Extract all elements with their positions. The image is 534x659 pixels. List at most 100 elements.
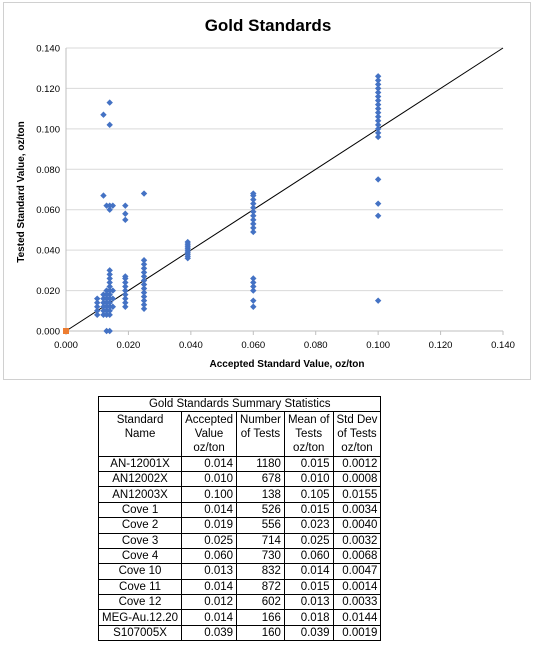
value-cell: 0.0033	[332, 594, 382, 611]
data-point	[122, 273, 129, 280]
x-tick-label: 0.140	[491, 340, 515, 351]
table-header-row: oz/ton oz/ton oz/ton	[97, 441, 382, 457]
value-cell: 1180	[236, 455, 285, 472]
column-header: Tests	[283, 426, 334, 442]
data-point	[140, 265, 148, 272]
value-cell: 0.015	[283, 455, 334, 472]
value-cell: 0.023	[283, 517, 334, 534]
data-point	[140, 281, 148, 288]
value-cell: 0.105	[283, 486, 334, 503]
data-point	[140, 269, 148, 276]
data-point	[250, 190, 257, 197]
x-tick-label: 0.020	[117, 340, 141, 351]
data-point	[106, 99, 113, 106]
table-header-row: Name Value of Tests Tests of Tests	[97, 426, 382, 442]
value-cell: 0.012	[181, 594, 238, 611]
table-row: Cove 12 0.012 602 0.013 0.0033	[97, 594, 382, 611]
value-cell: 0.0068	[332, 547, 382, 565]
data-point	[106, 275, 113, 282]
standard-name-cell: AN-12001X	[97, 455, 183, 472]
value-cell: 0.060	[181, 547, 238, 565]
data-point	[374, 200, 382, 207]
standard-name-cell: Cove 12	[97, 594, 183, 611]
x-tick-label: 0.100	[366, 340, 390, 351]
data-point	[122, 287, 129, 294]
axes	[65, 48, 504, 335]
value-cell: 0.039	[181, 624, 238, 642]
table-row: AN-12001X 0.014 1180 0.015 0.0012	[97, 455, 382, 472]
y-tick-label: 0.040	[36, 246, 60, 257]
value-cell: 0.018	[283, 609, 334, 626]
data-point	[106, 271, 113, 278]
value-cell: 0.025	[283, 532, 334, 549]
data-point	[106, 291, 113, 298]
value-cell: 0.039	[283, 624, 334, 642]
x-tick-label: 0.040	[179, 340, 203, 351]
data-point	[106, 307, 113, 314]
data-point	[374, 93, 382, 100]
data-point	[374, 297, 382, 304]
x-tick-label: 0.120	[429, 340, 453, 351]
data-point	[94, 295, 101, 302]
y-tick-label: 0.000	[36, 327, 60, 338]
table-row: Cove 3 0.025 714 0.025 0.0032	[97, 532, 382, 549]
y-axis-label: Tested Standard Value, oz/ton	[16, 121, 27, 263]
value-cell: 0.014	[181, 609, 238, 626]
value-cell: 0.014	[181, 578, 238, 596]
data-point	[122, 295, 129, 302]
value-cell: 0.0014	[332, 578, 382, 596]
data-point	[250, 216, 257, 224]
data-point	[140, 289, 148, 296]
data-point	[374, 85, 382, 92]
value-cell: 0.019	[181, 517, 238, 534]
value-cell: 0.0155	[332, 486, 382, 503]
data-point	[374, 121, 382, 129]
value-cell: 0.013	[181, 563, 238, 580]
data-point	[106, 327, 113, 335]
data-point	[106, 279, 113, 286]
data-point	[374, 125, 382, 133]
data-point	[106, 299, 113, 306]
data-point	[250, 275, 257, 282]
standard-name-cell: MEG-Au.12.20	[97, 609, 183, 626]
x-axis-label: Accepted Standard Value, oz/ton	[209, 359, 364, 370]
data-point	[374, 97, 382, 104]
data-point	[106, 121, 113, 129]
data-point	[374, 113, 382, 120]
data-point	[106, 311, 113, 319]
value-cell: 166	[236, 609, 285, 626]
value-cell: 160	[236, 624, 285, 642]
table-header-row: Standard Accepted Number Mean of Std Dev	[97, 411, 382, 427]
data-point	[250, 220, 257, 228]
data-point	[250, 287, 257, 294]
data-point	[122, 299, 129, 306]
data-point	[140, 301, 148, 308]
data-point	[122, 202, 129, 209]
column-header: Mean of	[283, 411, 334, 427]
data-point	[122, 291, 129, 298]
value-cell: 138	[236, 486, 285, 503]
table-caption: Gold Standards Summary Statistics	[97, 395, 382, 413]
value-cell: 0.0032	[332, 532, 382, 549]
data-point	[184, 238, 191, 246]
data-point	[109, 303, 117, 310]
data-point	[140, 273, 148, 280]
data-point	[140, 261, 148, 268]
value-cell: 0.014	[181, 501, 238, 519]
value-cell: 0.010	[181, 470, 238, 488]
value-cell: 0.015	[283, 578, 334, 596]
table-row: Cove 11 0.014 872 0.015 0.0014	[97, 578, 382, 596]
column-header	[97, 441, 183, 457]
value-cell: 0.0012	[332, 455, 382, 472]
data-point	[94, 303, 101, 310]
standard-name-cell: S107005X	[97, 624, 183, 642]
data-point	[374, 81, 382, 88]
table-row: S107005X 0.039 160 0.039 0.0019	[97, 624, 382, 642]
column-header: Name	[97, 426, 183, 442]
standard-name-cell: Cove 10	[97, 563, 183, 580]
data-point	[122, 279, 129, 286]
data-point	[374, 212, 382, 219]
chart-area: Gold Standards 0.000 0.020 0.040 0.060 0.080…	[3, 2, 531, 380]
data-point	[250, 303, 257, 310]
data-point	[374, 101, 382, 108]
